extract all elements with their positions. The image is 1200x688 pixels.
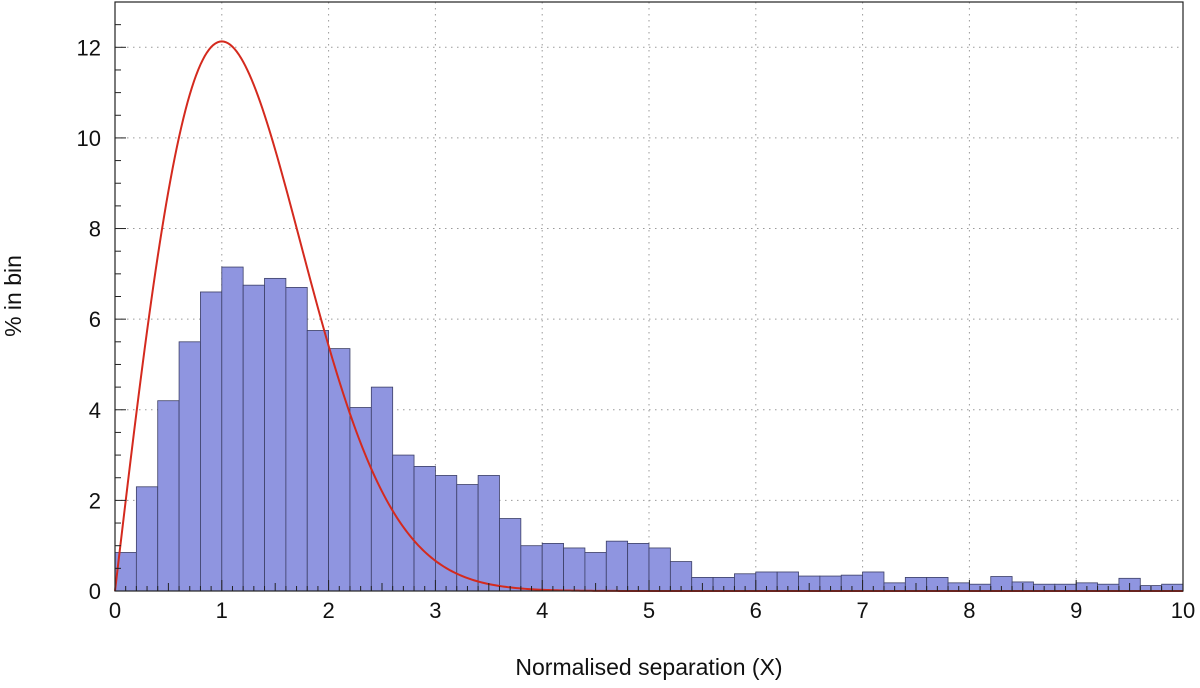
y-tick-labels: 0 2 4 6 8 10 12 bbox=[77, 35, 101, 604]
axis-ticks bbox=[114, 1, 1184, 592]
x-tick-label: 1 bbox=[216, 598, 228, 623]
x-tick-label: 2 bbox=[322, 598, 334, 623]
y-tick-label: 6 bbox=[89, 307, 101, 332]
histogram-bar bbox=[520, 545, 543, 592]
histogram-bar bbox=[499, 518, 522, 592]
x-tick-label: 9 bbox=[1070, 598, 1082, 623]
histogram-bar bbox=[627, 543, 650, 592]
x-tick-label: 5 bbox=[643, 598, 655, 623]
x-tick-label: 10 bbox=[1171, 598, 1195, 623]
histogram-bar bbox=[285, 287, 308, 592]
histogram-bar bbox=[200, 291, 223, 592]
histogram-bar bbox=[135, 486, 159, 592]
y-tick-label: 10 bbox=[77, 126, 101, 151]
x-tick-label: 8 bbox=[963, 598, 975, 623]
x-tick-label: 6 bbox=[750, 598, 762, 623]
histogram-bar bbox=[264, 277, 287, 592]
histogram-bar bbox=[221, 266, 244, 592]
y-tick-label: 0 bbox=[89, 579, 101, 604]
x-tick-labels: 0 1 2 3 4 5 6 7 8 9 10 bbox=[109, 598, 1195, 623]
histogram-bar bbox=[306, 330, 329, 592]
histogram-bar bbox=[648, 547, 671, 592]
x-tick-label: 0 bbox=[109, 598, 121, 623]
histogram-bar bbox=[242, 284, 265, 592]
histogram-bar bbox=[349, 407, 372, 592]
x-tick-label: 7 bbox=[856, 598, 868, 623]
histogram-bar bbox=[370, 386, 394, 592]
histogram-bar bbox=[563, 547, 586, 592]
x-tick-label: 3 bbox=[429, 598, 441, 623]
x-axis-label: Normalised separation (X) bbox=[515, 654, 782, 680]
histogram-bar bbox=[541, 543, 564, 592]
histogram-bar bbox=[328, 348, 351, 592]
histogram-bar bbox=[477, 475, 500, 592]
y-tick-label: 8 bbox=[89, 217, 101, 242]
x-tick-label: 4 bbox=[536, 598, 548, 623]
y-tick-label: 12 bbox=[77, 35, 101, 60]
histogram-bar bbox=[392, 454, 415, 592]
y-axis-label: % in bin bbox=[0, 255, 26, 337]
y-tick-label: 4 bbox=[89, 398, 101, 423]
y-tick-label: 2 bbox=[89, 488, 101, 513]
histogram-bar bbox=[605, 540, 629, 592]
histogram-bar bbox=[157, 400, 180, 592]
histogram-bar bbox=[178, 341, 201, 592]
histogram-bar bbox=[413, 466, 436, 592]
histogram-bar bbox=[434, 475, 458, 592]
